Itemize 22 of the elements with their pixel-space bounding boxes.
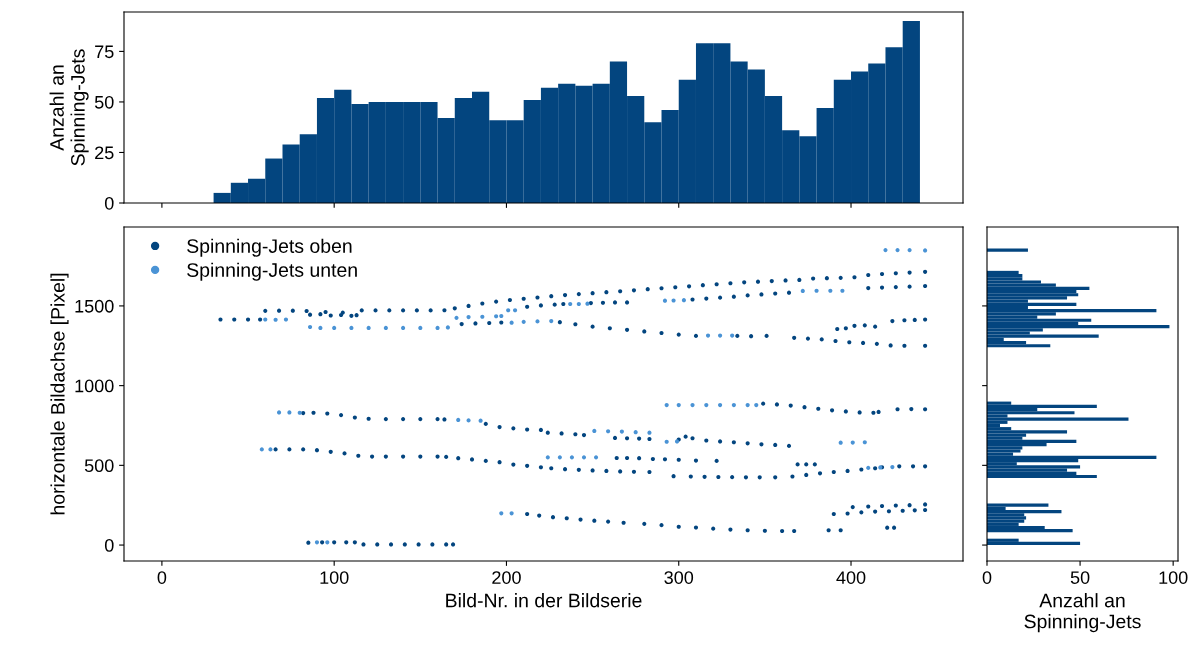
x-axis-title: Bild-Nr. in der Bildserie [446,593,642,608]
x-tick-label: 300 [664,571,694,584]
y-tick-label: 0 [104,538,114,552]
x-tick-label: 0 [157,571,167,584]
x-tick-label: 50 [1070,571,1090,584]
x-tick-label: 100 [1159,571,1188,584]
y-tick-label: 50 [94,95,114,109]
y-tick-label: 1500 [75,299,114,313]
y-tick-label: 25 [95,146,114,160]
y-tick-label: 500 [84,459,114,473]
y-axis-title: horizontale Bildachse [Pixel] [50,273,69,515]
x-axis-title: Anzahl an Spinning-Jets [1024,593,1141,633]
legend-label: Spinning-Jets oben [187,238,352,257]
y-axis-title: Anzahl an Spinning-Jets [49,49,89,166]
x-tick-label: 0 [982,571,992,584]
x-tick-label: 400 [836,571,866,584]
y-tick-label: 75 [95,45,114,59]
y-tick-label: 1000 [75,379,114,393]
x-tick-label: 200 [492,571,521,584]
legend-label: Spinning-Jets unten [187,262,357,281]
y-tick-label: 0 [104,196,114,210]
x-tick-label: 100 [320,571,349,584]
